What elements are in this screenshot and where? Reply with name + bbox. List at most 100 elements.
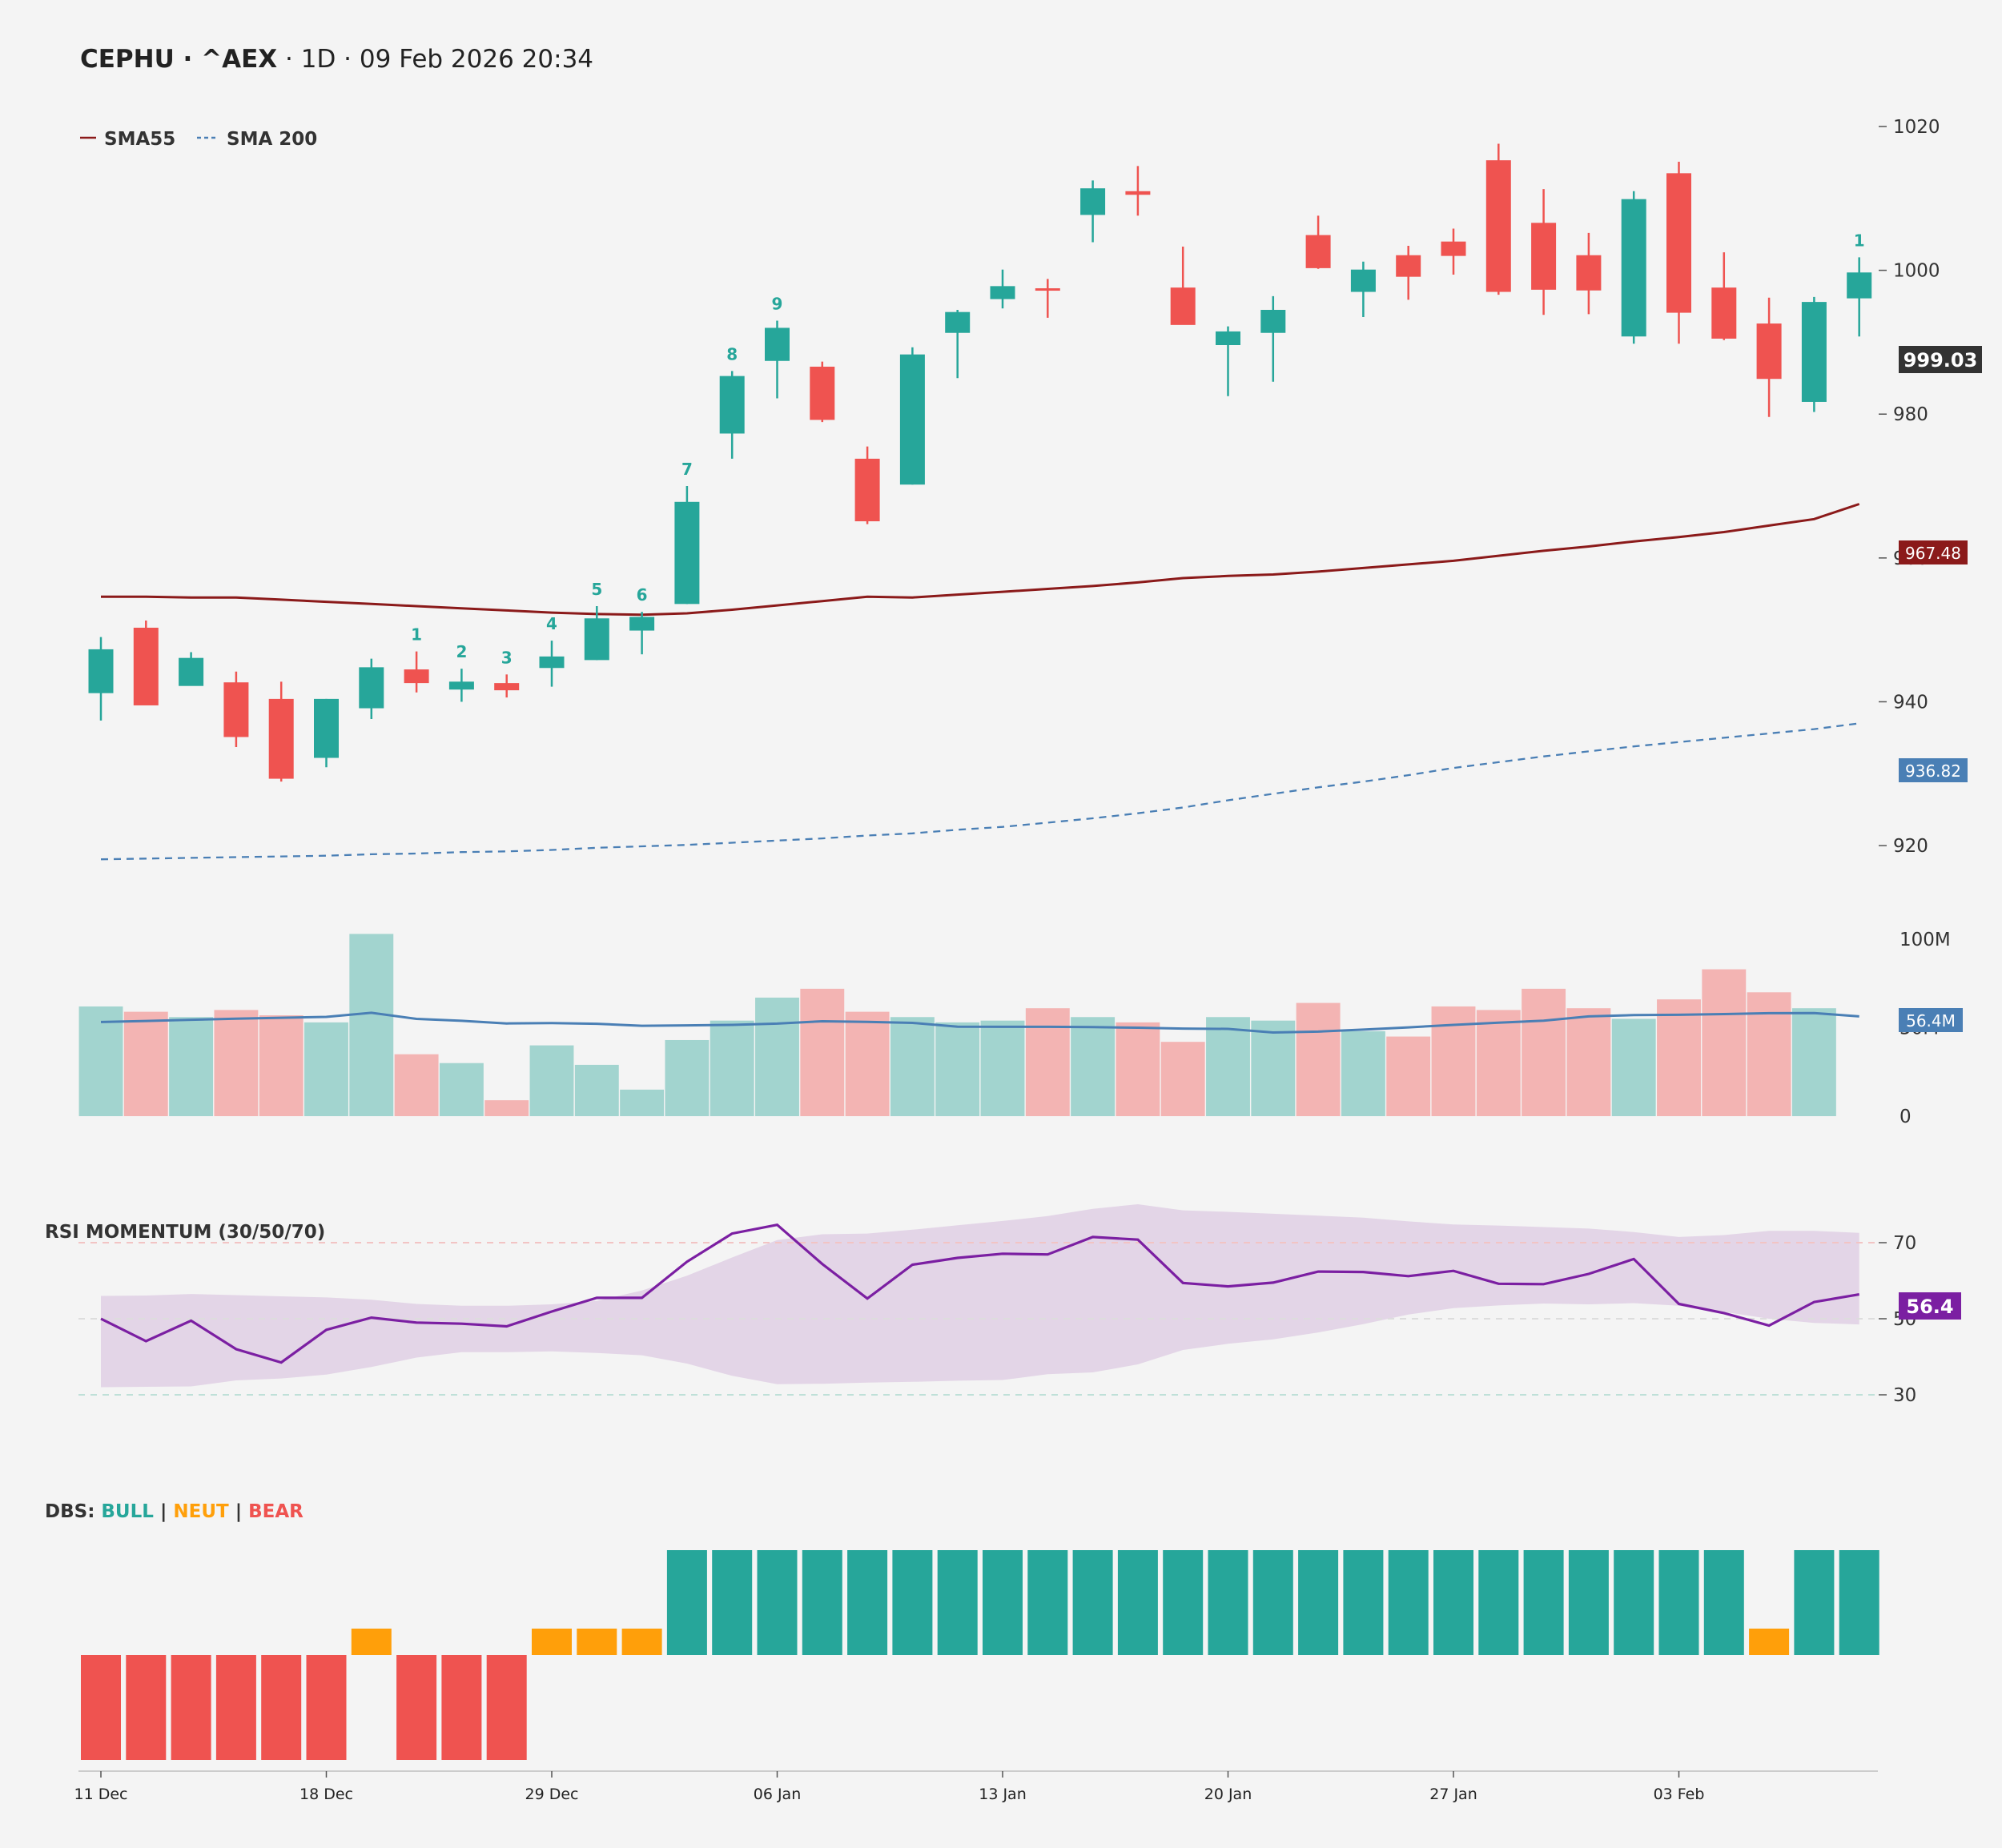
candle-body <box>1666 173 1691 313</box>
dbs-bar <box>486 1655 527 1760</box>
dbs-bar <box>1163 1550 1204 1655</box>
sequence-count-label: 9 <box>772 294 783 313</box>
sma55-line <box>101 503 1860 617</box>
volume-bar <box>484 1100 529 1116</box>
sequence-count-label: 3 <box>501 648 513 667</box>
sequence-count-label: 5 <box>591 580 602 599</box>
dbs-prefix: DBS: <box>45 1501 101 1522</box>
candle <box>899 347 925 485</box>
dbs-bar <box>757 1550 798 1655</box>
candle <box>990 269 1015 309</box>
dbs-bar <box>1433 1550 1473 1655</box>
rsi-band <box>101 1204 1859 1388</box>
sma200-badge: 936.82 <box>1899 758 1968 782</box>
volume-bar <box>935 1022 980 1116</box>
candle <box>854 446 880 524</box>
candle <box>1035 279 1060 318</box>
volume-bar <box>349 934 394 1116</box>
volume-average-badge: 56.4M <box>1899 1008 1963 1032</box>
sma200-legend-label: SMA 200 <box>227 129 317 150</box>
volume-bar <box>890 1017 935 1116</box>
x-tick-label: 03 Feb <box>1654 1786 1705 1803</box>
volume-average-value: 56.4M <box>1906 1011 1956 1030</box>
x-tick-label: 13 Jan <box>979 1786 1027 1803</box>
sequence-counts: 1 2 3 4 5 6 7 8 9 1 <box>411 231 1865 667</box>
dbs-bar <box>1658 1550 1699 1655</box>
candle-body <box>314 698 339 758</box>
candle <box>584 606 609 661</box>
price-axis: 92094096098010001020 <box>1879 117 1940 857</box>
volume-bar <box>259 1015 304 1116</box>
candle <box>1666 161 1691 344</box>
candle-body <box>810 366 835 420</box>
candle-body <box>854 458 880 522</box>
dbs-bar <box>1208 1550 1248 1655</box>
candle-body <box>1711 287 1737 339</box>
price-legend: SMA55 SMA 200 <box>80 129 317 150</box>
x-tick-label: 27 Jan <box>1429 1786 1477 1803</box>
dbs-bar <box>1298 1550 1339 1655</box>
candle-body <box>133 627 159 705</box>
candle-body <box>268 698 294 779</box>
last-price-badge: 999.03 <box>1899 346 1982 373</box>
dbs-bars <box>81 1550 1879 1760</box>
x-tick-label: 06 Jan <box>754 1786 802 1803</box>
candle-body <box>1350 269 1376 292</box>
volume-bar <box>1566 1008 1611 1116</box>
candle-body <box>1847 272 1872 299</box>
last-price-value: 999.03 <box>1904 349 1978 372</box>
volume-bar <box>1341 1030 1385 1116</box>
candle <box>1170 246 1196 325</box>
volume-bar <box>1611 1018 1656 1116</box>
dbs-bar <box>306 1655 347 1760</box>
candle-body <box>179 657 204 686</box>
dbs-bar <box>712 1550 753 1655</box>
sequence-count-label: 1 <box>1854 231 1865 250</box>
rsi-value: 56.4 <box>1906 1296 1953 1318</box>
dbs-separator: | <box>229 1501 248 1522</box>
x-tick-label: 20 Jan <box>1204 1786 1252 1803</box>
candle-body <box>719 376 745 434</box>
dbs-legend: DBS: BULL | NEUT | BEAR <box>45 1501 304 1522</box>
volume-tick-label: 0 <box>1899 1107 1912 1127</box>
candle <box>1305 215 1331 269</box>
candle <box>1576 232 1602 315</box>
volume-bar <box>1522 988 1566 1116</box>
candle <box>1441 228 1466 275</box>
candle-body <box>1531 223 1557 290</box>
candle <box>223 671 249 748</box>
candle-body <box>990 286 1015 299</box>
sequence-count-label: 2 <box>456 642 467 661</box>
dbs-bar <box>847 1550 888 1655</box>
dbs-separator: | <box>154 1501 173 1522</box>
candle-body <box>1035 288 1060 291</box>
candle <box>1396 246 1421 300</box>
volume-bar <box>78 1006 123 1116</box>
volume-bar <box>1791 1008 1836 1116</box>
candle-body <box>1801 302 1827 402</box>
dbs-bar <box>892 1550 933 1655</box>
dbs-bar <box>396 1655 437 1760</box>
x-axis: 11 Dec 18 Dec 29 Dec 06 Jan 13 Jan 20 Jan 27 J… <box>74 1771 1705 1803</box>
candle-body <box>674 501 700 605</box>
candle <box>1485 143 1511 295</box>
candle <box>1350 261 1376 317</box>
sma55-value: 967.48 <box>1905 544 1961 563</box>
candle-body <box>494 683 520 691</box>
candle <box>1621 191 1646 344</box>
candle <box>1711 252 1737 340</box>
rsi-tick-label: 30 <box>1893 1385 1916 1406</box>
candle-body <box>1576 255 1602 291</box>
dbs-bar <box>1117 1550 1158 1655</box>
candle <box>1531 189 1557 315</box>
candle <box>133 620 159 705</box>
rsi-tick-label: 70 <box>1893 1233 1916 1254</box>
volume-bar <box>394 1054 439 1116</box>
last-price-badge-bg <box>1899 346 1982 373</box>
candle <box>1756 297 1782 417</box>
interval-timestamp-label: · 1D · 09 Feb 2026 20:34 <box>277 45 593 74</box>
sma200-value: 936.82 <box>1905 761 1961 781</box>
x-tick-label: 29 Dec <box>525 1786 579 1803</box>
volume-bar <box>1476 1010 1521 1116</box>
dbs-bar <box>351 1629 392 1655</box>
